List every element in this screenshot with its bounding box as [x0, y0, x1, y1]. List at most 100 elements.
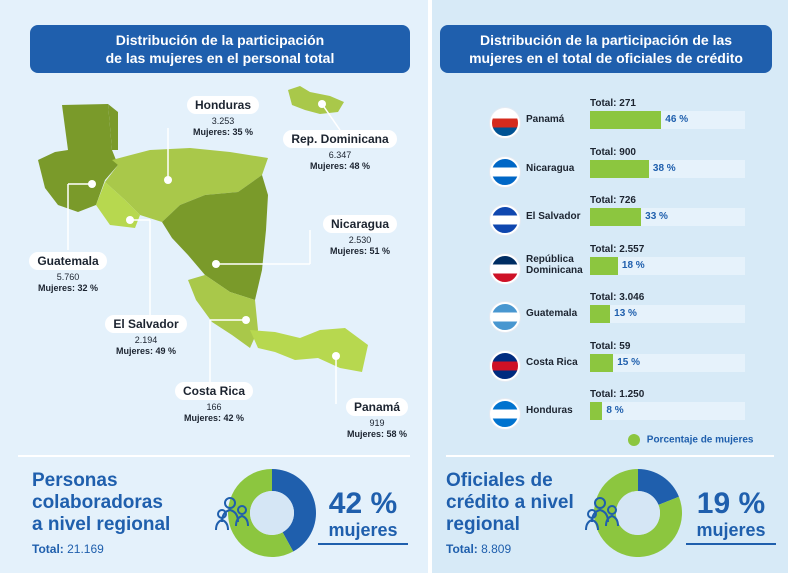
- bar-total-label: Total: 3.046: [590, 292, 645, 303]
- country-name: Nicaragua: [322, 215, 398, 233]
- right-pct-word: mujeres: [686, 520, 776, 545]
- bar-row: El Salvador Total: 726 33 %: [440, 195, 780, 243]
- right-total-value: 8.809: [481, 542, 512, 556]
- people-icon: [585, 497, 619, 531]
- right-title-line-2: mujeres en el total de oficiales de créd…: [469, 50, 743, 66]
- label-dominican-republic: Rep. Dominicana 6.347 Mujeres: 48 %: [280, 130, 400, 172]
- bar-category-label: República Dominicana: [526, 253, 583, 276]
- country-pct: Mujeres: 51 %: [329, 246, 391, 256]
- bar-row: Guatemala Total: 3.046 13 %: [440, 292, 780, 340]
- flag-icon: [490, 399, 520, 429]
- legend-label: Porcentaje de mujeres: [646, 434, 754, 446]
- map-panama: [250, 328, 368, 372]
- bar-category-label: Panamá: [526, 114, 565, 125]
- bar-value-label: 18 %: [621, 259, 645, 271]
- bar: [590, 305, 611, 323]
- bar-total-label: Total: 726: [590, 195, 636, 206]
- bar-category-label: Costa Rica: [526, 356, 578, 368]
- bar-total-label: Total: 2.557: [590, 243, 645, 255]
- country-pct: Mujeres: 32 %: [37, 283, 99, 293]
- bar-track: 8 %: [590, 402, 745, 420]
- bar-track: 15 %: [590, 353, 745, 372]
- left-summary-line-1: Personas: [32, 470, 118, 491]
- right-total-label: Total:: [446, 542, 478, 556]
- country-value: 3.253: [211, 116, 235, 126]
- left-divider: [18, 455, 410, 457]
- bar-row: Panamá Total: 271 46 %: [440, 98, 780, 146]
- bar: [590, 256, 618, 275]
- bar-category-label: El Salvador: [526, 211, 581, 222]
- donut-slice-mujeres: [272, 469, 316, 552]
- left-panel-title: Distribución de la participación de las …: [30, 25, 410, 73]
- map-dominican-republic: [288, 86, 344, 114]
- bar-row: Honduras Total: 1.250 8 %: [440, 389, 780, 437]
- bar-track: 18 %: [590, 256, 745, 275]
- country-value: 6.347: [328, 150, 352, 160]
- country-name: El Salvador: [105, 315, 187, 333]
- bar-track: 33 %: [590, 208, 745, 226]
- bar-value-label: 38 %: [652, 162, 676, 174]
- right-title-line-1: Distribución de la participación de las: [479, 32, 733, 48]
- bar-category-label: Honduras: [526, 405, 573, 416]
- left-total: Total: 21.169: [32, 542, 104, 556]
- country-pct: Mujeres: 58 %: [346, 429, 408, 439]
- country-name: Honduras: [186, 96, 259, 114]
- map-nicaragua: [162, 175, 268, 300]
- bar-total-label: Total: 271: [590, 98, 636, 109]
- bar: [590, 159, 649, 178]
- bar-value-label: 46 %: [665, 114, 689, 125]
- bar-value-label: 13 %: [614, 308, 637, 319]
- flag-icon: [490, 253, 520, 284]
- country-name: Rep. Dominicana: [283, 130, 397, 148]
- country-value: 5.760: [56, 272, 80, 282]
- legend: Porcentaje de mujeres: [628, 434, 754, 446]
- right-summary-line-3: regional: [446, 514, 520, 535]
- left-pct-number: 42 %: [328, 487, 398, 520]
- bar: [590, 402, 603, 420]
- legend-swatch: [628, 434, 640, 446]
- left-total-value: 21.169: [67, 542, 104, 556]
- left-summary-line-2: colaboradoras: [32, 492, 163, 513]
- country-value: 2.530: [348, 235, 372, 245]
- right-big-pct: 19 % mujeres: [686, 488, 776, 545]
- label-nicaragua: Nicaragua 2.530 Mujeres: 51 %: [310, 215, 410, 257]
- flag-icon: [490, 302, 520, 332]
- country-pct: Mujeres: 42 %: [183, 413, 245, 423]
- country-value: 2.194: [134, 335, 158, 345]
- country-value: 919: [369, 418, 385, 428]
- country-pct: Mujeres: 48 %: [309, 161, 371, 171]
- bar-row: Nicaragua Total: 900 38 %: [440, 147, 780, 195]
- right-panel-title: Distribución de la participación de las …: [440, 25, 772, 73]
- country-name: Guatemala: [29, 252, 107, 270]
- label-guatemala: Guatemala 5.760 Mujeres: 32 %: [18, 252, 118, 294]
- map-guatemala: [38, 104, 118, 212]
- people-icon: [215, 497, 249, 531]
- map-belize: [108, 104, 118, 150]
- bar-row: República Dominicana Total: 2.557 18 %: [440, 244, 780, 292]
- donut-slice-mujeres: [638, 469, 679, 505]
- country-name: Costa Rica: [174, 382, 254, 400]
- bar-track: 13 %: [590, 305, 745, 323]
- map-costa-rica: [188, 275, 258, 348]
- left-title-line-1: Distribución de la participación: [115, 32, 325, 48]
- right-divider: [446, 455, 774, 457]
- left-title-line-2: de las mujeres en el personal total: [105, 50, 335, 66]
- bar-track: 38 %: [590, 159, 745, 178]
- bar-value-label: 8 %: [606, 405, 624, 416]
- map-honduras: [105, 148, 268, 222]
- left-big-pct: 42 % mujeres: [318, 488, 408, 545]
- label-panama: Panamá 919 Mujeres: 58 %: [332, 398, 422, 440]
- right-summary-title: Oficiales de crédito a nivel regional: [446, 470, 574, 536]
- right-panel: [432, 0, 788, 573]
- right-total: Total: 8.809: [446, 542, 511, 556]
- bar: [590, 111, 662, 129]
- left-summary-line-3: a nivel regional: [32, 514, 171, 535]
- country-value: 166: [206, 402, 222, 412]
- flag-icon: [490, 108, 520, 138]
- central-america-map: [38, 86, 368, 404]
- flag-icon: [490, 205, 520, 235]
